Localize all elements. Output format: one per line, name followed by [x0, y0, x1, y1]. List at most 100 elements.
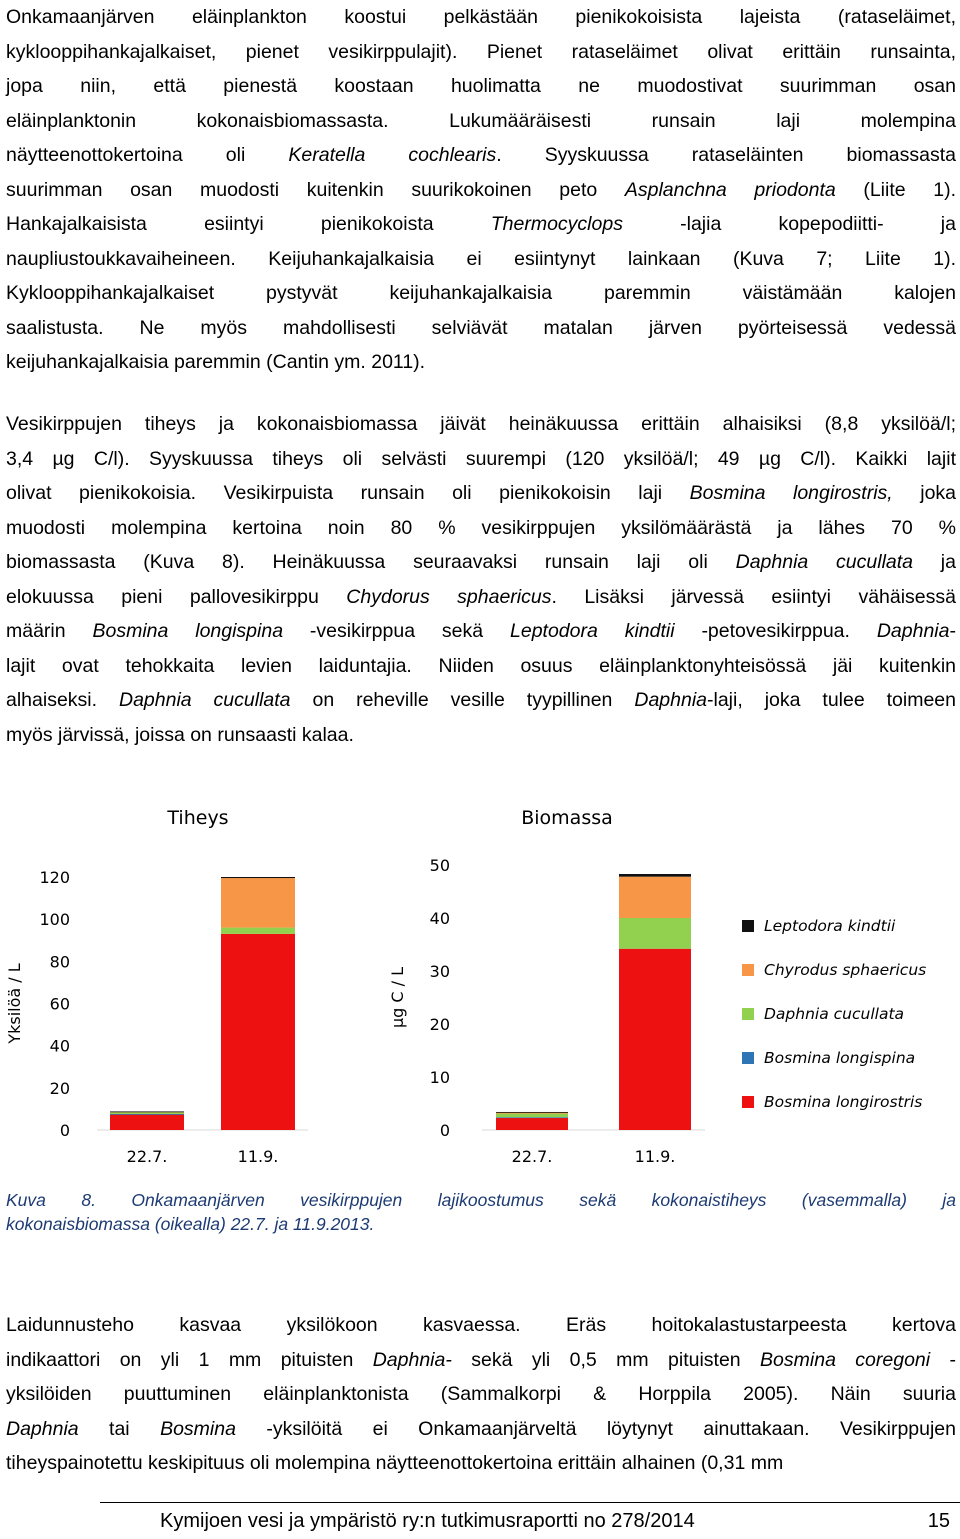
text-run: Onkamaanjärven eläinplankton koostui pel… [6, 6, 956, 28]
caption-line: kokonaisbiomassa (oikealla) 22.7. ja 11.… [6, 1214, 375, 1234]
paragraph-1-line: naupliustoukkavaiheineen. Keijuhankajalk… [6, 242, 956, 277]
y-tick-label: 30 [430, 962, 450, 981]
text-run: -laji, joka tulee toimeen [707, 689, 956, 711]
paragraph-2-line: olivat pienikokoisia. Vesikirpuista runs… [6, 476, 956, 511]
y-tick-label: 50 [430, 856, 450, 875]
text-run: alhaiseksi. [6, 689, 119, 711]
legend-swatch [742, 1096, 754, 1108]
paragraph-3: Laidunnusteho kasvaa yksilökoon kasvaess… [6, 1308, 956, 1481]
legend-swatch [742, 1052, 754, 1064]
bar-segment [110, 1113, 184, 1115]
paragraph-3-line: indikaattori on yli 1 mm pituisten Daphn… [6, 1343, 956, 1378]
x-tick-label: 22.7. [512, 1147, 553, 1166]
paragraph-2-line: alhaiseksi. Daphnia cucullata on rehevil… [6, 683, 956, 718]
text-run: joka [892, 482, 957, 504]
paragraph-2-line: lajit ovat tehokkaita levien laiduntajia… [6, 649, 956, 684]
caption-line: Kuva 8. Onkamaanjärven vesikirppujen laj… [6, 1190, 956, 1210]
y-tick-label: 10 [430, 1068, 450, 1087]
legend-label: Bosmina longirostris [764, 1093, 922, 1111]
text-run: olivat pienikokoisia. Vesikirpuista runs… [6, 482, 690, 504]
species-name: Daphnia [876, 620, 950, 642]
bar-segment [221, 878, 295, 928]
text-run: myös järvissä, joissa on runsaasti kalaa… [6, 723, 354, 746]
bar-segment [110, 1112, 184, 1114]
text-run: - [930, 1348, 957, 1371]
paragraph-2-line: elokuussa pieni pallovesikirppu Chydorus… [6, 580, 956, 615]
x-tick-label: 11.9. [635, 1147, 676, 1166]
paragraph-1-line: Onkamaanjärven eläinplankton koostui pel… [6, 0, 956, 35]
species-name: Daphnia- [372, 1348, 452, 1371]
species-name: Bosmina [160, 1417, 236, 1440]
legend-label: Leptodora kindtii [764, 917, 896, 935]
text-run: suurimman osan muodosti kuitenkin suurik… [6, 178, 625, 201]
paragraph-1-line: eläinplanktonin kokonaisbiomassasta. Luk… [6, 104, 956, 139]
y-tick-label: 20 [50, 1079, 70, 1098]
paragraph-2-line: 3,4 µg C/l). Syyskuussa tiheys oli selvä… [6, 442, 956, 477]
text-run: kyklooppihankajalkaiset, pienet vesikirp… [6, 40, 956, 63]
bar-segment [496, 1112, 568, 1114]
legend-swatch [742, 920, 754, 932]
figure-caption: Kuva 8. Onkamaanjärven vesikirppujen laj… [6, 1188, 956, 1236]
text-run: muodosti molempina kertoina noin 80 % ve… [6, 516, 956, 539]
text-run: Laidunnusteho kasvaa yksilökoon kasvaess… [6, 1314, 956, 1336]
text-run: näytteenottokertoina oli [6, 144, 289, 166]
text-run: sekä yli 0,5 mm pituisten [451, 1348, 761, 1371]
text-run: lajit ovat tehokkaita levien laiduntajia… [6, 654, 956, 677]
legend-label: Chyrodus sphaericus [764, 961, 926, 979]
text-run: . Syyskuussa rataseläinten biomassasta [496, 144, 957, 166]
y-tick-label: 20 [430, 1015, 450, 1034]
species-name: Keratella cochlearis [288, 144, 497, 166]
bar-segment [221, 933, 295, 1130]
bar-segment [619, 876, 691, 918]
text-run: -yksilöitä ei Onkamaanjärveltä löytynyt … [235, 1417, 956, 1440]
text-run: määrin [6, 620, 93, 642]
paragraph-2: Vesikirppujen tiheys ja kokonaisbiomassa… [6, 407, 956, 752]
text-run: keijuhankajalkaisia paremmin (Cantin ym.… [6, 351, 426, 373]
footer-rule [100, 1502, 960, 1503]
species-name: Chydorus sphaericus [346, 585, 552, 608]
bar-segment [110, 1114, 184, 1130]
bar-segment [619, 918, 691, 949]
text-run: Vesikirppujen tiheys ja kokonaisbiomassa… [6, 413, 956, 435]
text-run: - [949, 620, 956, 642]
paragraph-2-line: biomassasta (Kuva 8). Heinäkuussa seuraa… [6, 545, 956, 580]
paragraph-2-line: Vesikirppujen tiheys ja kokonaisbiomassa… [6, 407, 956, 442]
bar-segment [496, 1117, 568, 1119]
page-number: 15 [927, 1510, 950, 1532]
text-run: indikaattori on yli 1 mm pituisten [6, 1348, 373, 1371]
y-axis-label: µg C / L [388, 967, 407, 1028]
bar-segment [221, 877, 295, 879]
species-name: Asplanchna priodonta [624, 178, 836, 201]
text-run: saalistusta. Ne myös mahdollisesti selvi… [6, 316, 956, 339]
paragraph-2-line: määrin Bosmina longispina -vesikirppua s… [6, 614, 956, 649]
legend-swatch [742, 964, 754, 976]
paragraph-1-line: saalistusta. Ne myös mahdollisesti selvi… [6, 311, 956, 346]
paragraph-1-line: Kyklooppihankajalkaiset pystyvät keijuha… [6, 276, 956, 311]
bar-segment [496, 1113, 568, 1118]
paragraph-1: Onkamaanjärven eläinplankton koostui pel… [6, 0, 956, 380]
y-tick-label: 0 [440, 1121, 450, 1140]
text-run: yksilöiden puuttuminen eläinplanktonista… [6, 1383, 956, 1405]
bar-segment [110, 1111, 184, 1113]
x-tick-label: 22.7. [127, 1147, 168, 1166]
species-name: Bosmina longispina [92, 620, 284, 642]
x-tick-label: 11.9. [238, 1147, 279, 1166]
bar-segment [619, 874, 691, 877]
text-run: Kyklooppihankajalkaiset pystyvät keijuha… [6, 282, 956, 304]
species-name: Bosmina longirostris, [689, 482, 893, 504]
chart-title: Tiheys [166, 807, 228, 829]
text-run: 3,4 µg C/l). Syyskuussa tiheys oli selvä… [6, 447, 956, 470]
bar-segment [221, 927, 295, 934]
species-name: Daphnia cucullata [118, 689, 291, 711]
text-run: eläinplanktonin kokonaisbiomassasta. Luk… [6, 109, 956, 132]
paragraph-2-line: myös järvissä, joissa on runsaasti kalaa… [6, 718, 956, 753]
paragraph-2-line: muodosti molempina kertoina noin 80 % ve… [6, 511, 956, 546]
footer-report-title: Kymijoen vesi ja ympäristö ry:n tutkimus… [160, 1510, 695, 1532]
chart-title: Biomassa [521, 807, 613, 829]
legend-swatch [742, 1008, 754, 1020]
paragraph-1-line: Hankajalkaisista esiintyi pienikokoista … [6, 207, 956, 242]
paragraph-3-line: yksilöiden puuttuminen eläinplanktonista… [6, 1377, 956, 1412]
text-run: jopa niin, että pienestä koostaan huolim… [6, 75, 956, 97]
species-name: Daphnia [634, 689, 707, 711]
text-run: tiheyspainotettu keskipituus oli molempi… [6, 1452, 784, 1474]
